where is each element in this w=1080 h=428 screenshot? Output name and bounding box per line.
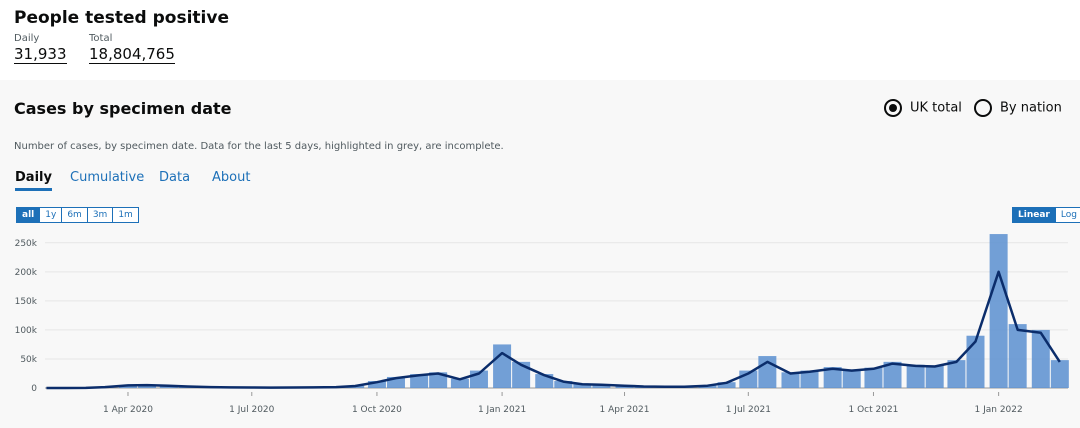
y-tick-label: 250k <box>15 239 38 249</box>
y-tick-label: 200k <box>15 268 38 278</box>
bar <box>800 370 819 388</box>
bar <box>386 376 405 388</box>
tab[interactable]: About <box>212 170 251 185</box>
y-tick-label: 0 <box>31 384 37 394</box>
description: Number of cases, by specimen date. Data … <box>14 141 504 152</box>
x-tick-label: 1 Jan 2022 <box>975 405 1023 415</box>
total-value: 18,804,765 <box>89 45 175 64</box>
bar <box>573 383 592 388</box>
bar <box>966 335 985 388</box>
bar <box>592 384 611 388</box>
bar <box>864 367 883 388</box>
range-buttons: all 1y 6m 3m 1m <box>16 202 139 223</box>
y-tick-label: 150k <box>15 297 38 307</box>
radio-label: By nation <box>1000 100 1062 116</box>
tab[interactable]: Data <box>159 170 191 185</box>
x-tick-label: 1 Apr 2020 <box>103 405 153 415</box>
daily-label: Daily <box>14 33 40 44</box>
bar <box>410 374 429 388</box>
radio-label: UK total <box>910 100 962 116</box>
card-title: Cases by specimen date <box>14 99 232 118</box>
bar <box>512 361 531 388</box>
bar <box>883 361 902 388</box>
average-line <box>46 270 1061 390</box>
bar <box>947 360 966 388</box>
bar <box>925 365 944 388</box>
bar <box>823 367 842 388</box>
bar <box>450 378 469 388</box>
bar <box>1050 360 1069 388</box>
bar <box>989 234 1008 388</box>
x-tick-label: 1 Jul 2020 <box>229 405 274 415</box>
bar <box>781 372 800 388</box>
x-tick-label: 1 Jan 2021 <box>478 405 526 415</box>
y-tick-label: 50k <box>20 355 37 365</box>
x-tick-label: 1 Apr 2021 <box>600 405 650 415</box>
radio-nation[interactable]: By nation <box>974 99 1062 117</box>
bar <box>1008 324 1027 388</box>
tab[interactable]: Cumulative <box>70 170 145 185</box>
page-title: People tested positive <box>14 8 229 28</box>
bar <box>717 382 736 388</box>
x-tick-label: 1 Jul 2021 <box>726 405 771 415</box>
bar <box>842 369 861 388</box>
bar <box>429 372 448 388</box>
range-button[interactable]: 3m <box>86 207 114 223</box>
scale-buttons: Linear Log <box>1012 202 1080 223</box>
daily-value: 31,933 <box>14 45 67 64</box>
bar <box>493 344 512 388</box>
bar <box>554 381 573 388</box>
bar <box>138 385 157 388</box>
bar <box>906 364 925 388</box>
bar <box>1031 329 1050 388</box>
total-label: Total <box>89 33 113 44</box>
tab[interactable]: Daily <box>15 170 52 191</box>
scale-button[interactable]: Log <box>1054 207 1080 223</box>
range-button[interactable]: 1m <box>112 207 139 223</box>
y-tick-label: 100k <box>15 326 38 336</box>
bar <box>367 381 386 388</box>
x-tick-label: 1 Oct 2021 <box>849 405 899 415</box>
radio-uk[interactable]: UK total <box>884 99 962 117</box>
x-tick-label: 1 Oct 2020 <box>352 405 402 415</box>
